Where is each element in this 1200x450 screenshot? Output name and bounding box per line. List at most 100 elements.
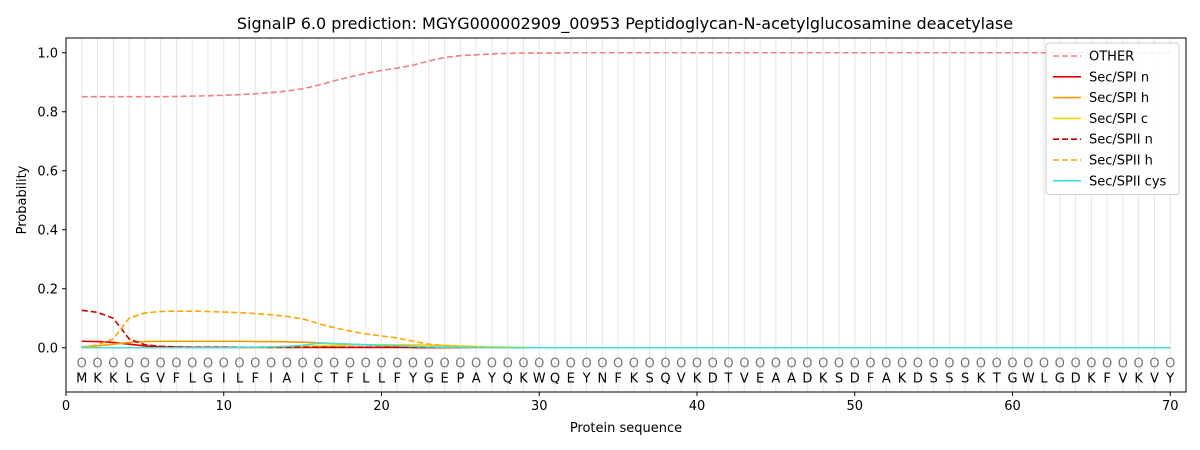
plot-background — [66, 38, 1186, 392]
residue-letter: F — [173, 371, 180, 386]
residue-letter: G — [203, 371, 213, 386]
residue-letter: E — [440, 371, 448, 386]
residue-letter: T — [724, 371, 733, 386]
residue-class-label: O — [613, 357, 623, 372]
axes-frame — [65, 37, 1187, 393]
legend-entry: Sec/SPII n — [1089, 133, 1153, 148]
residue-letter: E — [756, 371, 764, 386]
residue-letter: L — [1040, 371, 1048, 386]
residue-class-label: O — [171, 357, 181, 372]
residue-class-label: O — [1070, 357, 1080, 372]
residue-letter: K — [109, 371, 118, 386]
legend-entry: Sec/SPI h — [1089, 91, 1149, 106]
residue-class-label: O — [865, 357, 875, 372]
residue-class-label: O — [1134, 357, 1144, 372]
residue-letter: Q — [503, 371, 513, 386]
x-axis-label: Protein sequence — [570, 421, 682, 436]
residue-class-label: O — [503, 357, 513, 372]
residue-letter: K — [93, 371, 102, 386]
residue-letter: D — [913, 371, 923, 386]
residue-class-label: O — [487, 357, 497, 372]
residue-letter: Y — [582, 371, 591, 386]
residue-class-label: O — [77, 357, 87, 372]
residue-class-label: O — [187, 357, 197, 372]
residue-class-label: O — [739, 357, 749, 372]
residue-letter: A — [771, 371, 780, 386]
residue-letter: V — [1118, 371, 1127, 386]
residue-letter: Q — [660, 371, 670, 386]
residue-class-label: O — [1039, 357, 1049, 372]
x-tick-label: 70 — [1162, 399, 1179, 414]
residue-class-label: O — [140, 357, 150, 372]
residue-letter: D — [708, 371, 718, 386]
axes: 0 10 20 30 40 50 60 70 0.0 0.2 0.4 0.6 0.8 1.0 — [37, 37, 1187, 414]
residue-class-label: O — [234, 357, 244, 372]
residue-letter: G — [1007, 371, 1017, 386]
residue-class-label: O — [581, 357, 591, 372]
residue-class-label: O — [818, 357, 828, 372]
residue-letter: D — [850, 371, 860, 386]
residue-letter: W — [1022, 371, 1035, 386]
residue-letter: A — [282, 371, 291, 386]
residue-class-label: O — [992, 357, 1002, 372]
residue-letter: L — [189, 371, 197, 386]
residue-letter: F — [346, 371, 353, 386]
series-line-sec-spii-cys — [81, 342, 1171, 349]
residue-letter: K — [898, 371, 907, 386]
residue-class-label: O — [203, 357, 213, 372]
residue-letter: S — [646, 371, 654, 386]
residue-class-label: O — [960, 357, 970, 372]
residue-letter: D — [802, 371, 812, 386]
legend-entry: Sec/SPII h — [1089, 154, 1153, 169]
residue-annotations: OMOKOKOLOGOVOFOLOGOIOLOFOIOAOIOCOTOFOLOL… — [76, 357, 1175, 387]
residue-letter: V — [156, 371, 165, 386]
residue-class-label: O — [313, 357, 323, 372]
residue-class-label: O — [1149, 357, 1159, 372]
residue-letter: V — [740, 371, 749, 386]
residue-letter: G — [1055, 371, 1065, 386]
residue-letter: F — [614, 371, 621, 386]
residue-class-label: O — [518, 357, 528, 372]
residue-class-label: O — [376, 357, 386, 372]
series-layer — [81, 51, 1171, 349]
residue-class-label: O — [345, 357, 355, 372]
residue-letter: K — [1087, 371, 1096, 386]
residue-letter: G — [424, 371, 434, 386]
residue-letter: Y — [408, 371, 417, 386]
residue-class-label: O — [124, 357, 134, 372]
residue-letter: K — [1134, 371, 1143, 386]
residue-letter: L — [362, 371, 370, 386]
legend-box — [1045, 42, 1180, 196]
legend-entry: Sec/SPI c — [1089, 112, 1148, 127]
residue-letter: F — [394, 371, 401, 386]
residue-class-label: O — [976, 357, 986, 372]
y-tick-label: 0.4 — [37, 223, 58, 238]
residue-class-label: O — [692, 357, 702, 372]
residue-letter: Q — [550, 371, 560, 386]
residue-class-label: O — [755, 357, 765, 372]
residue-class-label: O — [944, 357, 954, 372]
residue-letter: I — [301, 371, 305, 386]
y-axis-label: Probability — [15, 165, 30, 234]
residue-class-label: O — [660, 357, 670, 372]
residue-letter: I — [269, 371, 273, 386]
legend-entry: Sec/SPI n — [1089, 70, 1149, 85]
residue-class-label: O — [676, 357, 686, 372]
residue-letter: F — [1103, 371, 1110, 386]
residue-class-label: O — [771, 357, 781, 372]
residue-class-label: O — [850, 357, 860, 372]
residue-letter: L — [236, 371, 244, 386]
residue-class-label: O — [597, 357, 607, 372]
residue-letter: V — [677, 371, 686, 386]
x-tick-label: 10 — [215, 399, 232, 414]
residue-letter: S — [929, 371, 937, 386]
plot-area — [66, 38, 1186, 392]
residue-class-label: O — [156, 357, 166, 372]
residue-class-label: O — [329, 357, 339, 372]
residue-letter: E — [567, 371, 575, 386]
x-tick-label: 20 — [373, 399, 390, 414]
residue-class-label: O — [1007, 357, 1017, 372]
residue-class-label: O — [1055, 357, 1065, 372]
residue-class-label: O — [1118, 357, 1128, 372]
